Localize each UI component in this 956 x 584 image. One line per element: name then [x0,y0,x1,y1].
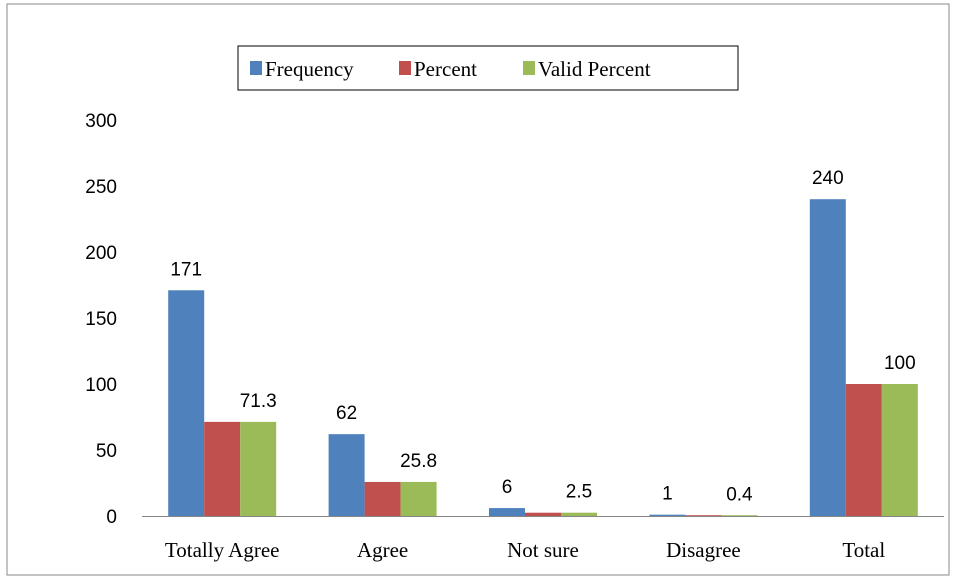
y-tick-label-0: 0 [106,507,117,528]
y-tick-label-300: 300 [85,111,117,132]
x-tick-label-total: Total [842,538,885,562]
data-labels: 171 71.3 62 25.8 6 2.5 1 0.4 240 100 [170,168,915,505]
x-tick-label-disagree: Disagree [666,538,741,562]
legend: Frequency Percent Valid Percent [237,45,739,91]
data-label-valid-percent-disagree: 0.4 [726,484,753,505]
legend-label-valid-percent: Valid Percent [538,57,651,81]
y-tick-label-250: 250 [85,177,117,198]
y-axis: 0 50 100 150 200 250 300 [85,111,117,528]
chart-border [6,3,950,576]
bar-valid-percent-not-sure [561,512,597,516]
y-tick-label-100: 100 [85,375,117,396]
data-label-frequency-not-sure: 6 [502,477,513,498]
x-tick-label-agree: Agree [357,538,408,562]
legend-swatch-percent [399,61,411,75]
legend-swatch-valid-percent [523,61,535,75]
bar-percent-not-sure [525,512,561,516]
data-label-valid-percent-total: 100 [884,353,916,374]
bar-percent-disagree [685,515,722,516]
bar-frequency-totally-agree [168,290,205,516]
bar-valid-percent-disagree [721,515,758,516]
data-label-valid-percent-not-sure: 2.5 [566,482,592,503]
bar-frequency-total [809,199,846,516]
legend-label-frequency: Frequency [265,57,354,81]
bar-frequency-disagree [649,514,686,516]
bar-percent-total [845,384,882,516]
bar-percent-agree [364,481,401,516]
bar-frequency-not-sure [489,508,525,516]
y-tick-label-50: 50 [96,441,117,462]
y-tick-label-150: 150 [85,309,117,330]
data-label-frequency-agree: 62 [336,403,357,424]
bar-frequency-agree [328,434,365,516]
data-label-frequency-totally-agree: 171 [170,259,202,280]
legend-label-percent: Percent [414,57,477,81]
data-label-frequency-disagree: 1 [662,484,673,505]
data-label-valid-percent-agree: 25.8 [400,451,437,472]
x-axis: Totally Agree Agree Not sure Disagree Total [142,516,944,562]
legend-swatch-frequency [250,61,262,75]
legend-box [237,45,739,91]
bars [168,199,918,516]
bar-valid-percent-agree [400,481,437,516]
bar-valid-percent-totally-agree [240,421,277,516]
data-label-frequency-total: 240 [812,168,844,189]
x-tick-label-not-sure: Not sure [507,538,579,562]
bar-percent-totally-agree [204,421,241,516]
data-label-valid-percent-totally-agree: 71.3 [240,391,277,412]
x-tick-label-totally-agree: Totally Agree [165,538,280,562]
bar-valid-percent-total [881,384,918,516]
y-tick-label-200: 200 [85,243,117,264]
